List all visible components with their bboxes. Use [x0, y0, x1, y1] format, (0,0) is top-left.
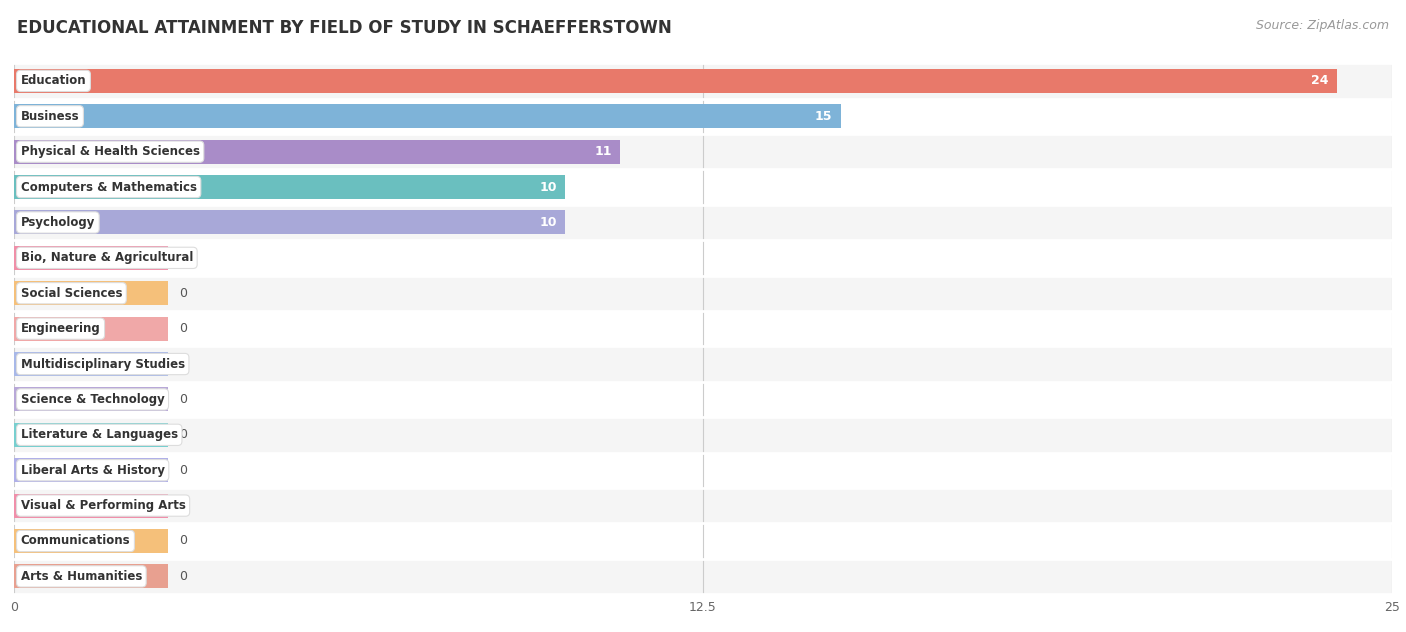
Text: 0: 0 — [180, 287, 187, 300]
Text: 0: 0 — [180, 499, 187, 512]
Bar — [14, 423, 169, 447]
Bar — [14, 175, 565, 199]
Text: 0: 0 — [180, 570, 187, 583]
Text: Social Sciences: Social Sciences — [21, 287, 122, 300]
Text: 11: 11 — [595, 145, 612, 158]
Text: Source: ZipAtlas.com: Source: ZipAtlas.com — [1256, 19, 1389, 32]
Text: Visual & Performing Arts: Visual & Performing Arts — [21, 499, 186, 512]
Text: Computers & Mathematics: Computers & Mathematics — [21, 181, 197, 193]
Bar — [14, 523, 1392, 559]
Text: Engineering: Engineering — [21, 322, 100, 335]
Bar — [14, 494, 169, 518]
Bar — [14, 352, 169, 376]
Bar — [14, 99, 1392, 134]
Bar — [14, 246, 169, 270]
Text: EDUCATIONAL ATTAINMENT BY FIELD OF STUDY IN SCHAEFFERSTOWN: EDUCATIONAL ATTAINMENT BY FIELD OF STUDY… — [17, 19, 672, 37]
Text: 0: 0 — [180, 535, 187, 547]
Text: Education: Education — [21, 75, 86, 87]
Bar — [14, 488, 1392, 523]
Text: Psychology: Psychology — [21, 216, 96, 229]
Bar — [14, 63, 1392, 99]
Bar — [14, 564, 169, 588]
Text: Bio, Nature & Agricultural: Bio, Nature & Agricultural — [21, 252, 193, 264]
Text: Arts & Humanities: Arts & Humanities — [21, 570, 142, 583]
Bar — [14, 529, 169, 553]
Text: 0: 0 — [180, 322, 187, 335]
Bar — [14, 382, 1392, 417]
Text: 0: 0 — [180, 252, 187, 264]
Bar — [14, 169, 1392, 205]
Text: 0: 0 — [180, 464, 187, 477]
Bar — [14, 453, 1392, 488]
Bar — [14, 210, 565, 234]
Bar — [14, 559, 1392, 594]
Text: Liberal Arts & History: Liberal Arts & History — [21, 464, 165, 477]
Text: 24: 24 — [1310, 75, 1329, 87]
Bar — [14, 387, 169, 411]
Text: 15: 15 — [815, 110, 832, 123]
Text: Literature & Languages: Literature & Languages — [21, 428, 177, 441]
Text: Communications: Communications — [21, 535, 131, 547]
Bar — [14, 205, 1392, 240]
Text: Business: Business — [21, 110, 79, 123]
Text: 0: 0 — [180, 393, 187, 406]
Bar — [14, 134, 1392, 169]
Text: Physical & Health Sciences: Physical & Health Sciences — [21, 145, 200, 158]
Text: Multidisciplinary Studies: Multidisciplinary Studies — [21, 358, 184, 370]
Bar — [14, 311, 1392, 346]
Bar — [14, 317, 169, 341]
Bar — [14, 458, 169, 482]
Bar — [14, 281, 169, 305]
Bar — [14, 417, 1392, 453]
Bar — [14, 140, 620, 164]
Text: 10: 10 — [540, 181, 557, 193]
Bar — [14, 240, 1392, 276]
Bar — [14, 346, 1392, 382]
Text: 0: 0 — [180, 428, 187, 441]
Bar — [14, 104, 841, 128]
Text: 10: 10 — [540, 216, 557, 229]
Text: Science & Technology: Science & Technology — [21, 393, 165, 406]
Text: 0: 0 — [180, 358, 187, 370]
Bar — [14, 69, 1337, 93]
Bar — [14, 276, 1392, 311]
